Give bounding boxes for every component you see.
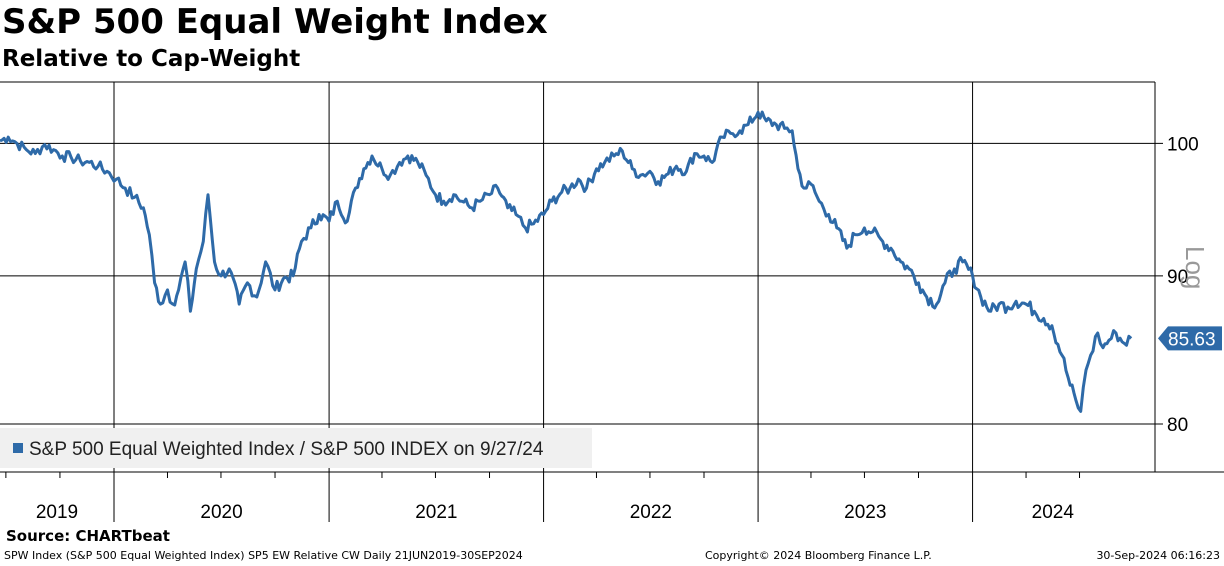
log-scale-label: Log (1180, 246, 1210, 289)
footer-copyright: Copyright© 2024 Bloomberg Finance L.P. (705, 549, 932, 562)
series-line-equal-weight-relative (0, 110, 1133, 413)
chart-title: S&P 500 Equal Weight Index (2, 2, 548, 42)
last-value-label: 85.63 (1168, 329, 1216, 350)
y-tick-label: 90 (1167, 267, 1188, 288)
x-year-label: 2020 (200, 502, 242, 523)
x-year-label: 2023 (844, 502, 886, 523)
footer-timestamp: 30-Sep-2024 06:16:23 (1096, 549, 1220, 562)
footer-series-info: SPW Index (S&P 500 Equal Weighted Index)… (4, 549, 523, 562)
x-year-label: 2024 (1032, 502, 1075, 523)
x-year-label: 2019 (36, 502, 78, 523)
chart-subtitle: Relative to Cap-Weight (2, 46, 301, 72)
legend-box (0, 428, 592, 468)
legend-swatch (13, 443, 23, 453)
x-year-label: 2022 (630, 502, 672, 523)
y-tick-label: 100 (1167, 134, 1199, 155)
y-tick-label: 80 (1167, 415, 1188, 436)
source-note: Source: CHARTbeat (6, 527, 170, 545)
x-year-label: 2021 (415, 502, 457, 523)
legend-label: S&P 500 Equal Weighted Index / S&P 500 I… (29, 439, 544, 460)
last-value-tag (1158, 326, 1222, 351)
